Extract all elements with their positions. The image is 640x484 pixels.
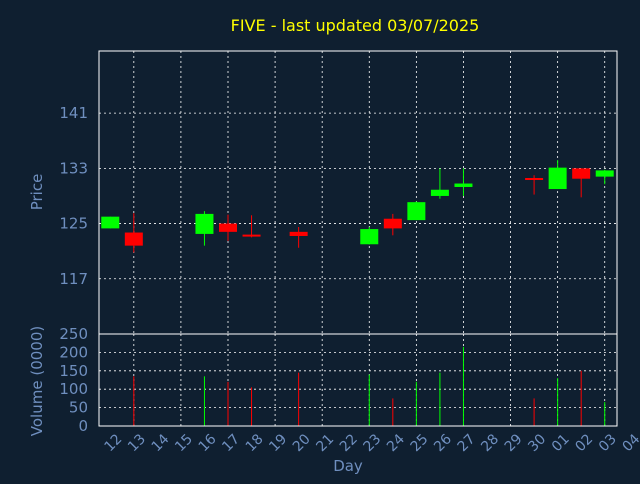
x-tick-label: 29 (502, 431, 526, 455)
x-tick-label: 26 (431, 431, 455, 455)
x-tick-label: 12 (101, 431, 125, 455)
x-tick-label: 15 (172, 431, 196, 455)
price-axis-label: Price (28, 174, 46, 211)
candle-body (242, 234, 261, 237)
volume-tick-label: 250 (59, 325, 88, 343)
price-grid (99, 51, 617, 334)
volume-tick-label: 0 (78, 417, 88, 435)
x-tick-label: 20 (290, 431, 314, 455)
candles (101, 160, 614, 253)
candle-body (525, 178, 544, 181)
candle-body (195, 213, 214, 234)
price-panel-border (98, 50, 618, 335)
chart-title: FIVE - last updated 03/07/2025 (231, 16, 480, 35)
price-tick-label: 125 (59, 215, 88, 233)
x-tick-label: 28 (478, 431, 502, 455)
candle-body (101, 216, 120, 229)
x-axis-label: Day (333, 457, 363, 475)
price-tick-labels: 117 125 133 141 (59, 104, 88, 288)
x-tick-label: 18 (243, 431, 267, 455)
x-tick-label: 27 (455, 431, 479, 455)
candle-body (124, 232, 143, 246)
x-tick-label: 24 (384, 431, 408, 455)
candle-body (595, 170, 614, 177)
candle-body (360, 229, 379, 245)
x-tick-label: 01 (549, 431, 573, 455)
candle-body (454, 183, 473, 187)
x-tick-label: 19 (266, 431, 290, 455)
x-tick-label: 25 (408, 431, 432, 455)
x-tick-label: 02 (572, 431, 596, 455)
volume-tick-label: 200 (59, 343, 88, 361)
x-tick-label: 16 (196, 431, 220, 455)
x-tick-label: 14 (149, 431, 173, 455)
candle-body (572, 168, 591, 179)
volume-axis-label: Volume (0000) (28, 326, 46, 436)
x-tick-label: 30 (525, 431, 549, 455)
candle-body (383, 218, 402, 229)
volume-tick-label: 50 (69, 399, 88, 417)
x-tick-label: 21 (313, 431, 337, 455)
price-tick-label: 133 (59, 159, 88, 177)
price-tick-label: 141 (59, 104, 88, 122)
candle-body (430, 189, 449, 196)
volume-tick-label: 100 (59, 380, 88, 398)
x-tick-labels: 12 13 14 15 16 17 18 19 20 21 22 23 24 25 26 27 28 29 30 01… (101, 431, 640, 455)
x-tick-label: 23 (360, 431, 384, 455)
x-tick-label: 17 (219, 431, 243, 455)
price-tick-label: 117 (59, 270, 88, 288)
candle-body (548, 167, 567, 190)
x-tick-label: 04 (619, 431, 640, 455)
candle-body (219, 223, 237, 232)
x-tick-label: 13 (125, 431, 149, 455)
candle-body (289, 231, 308, 236)
volume-bars (133, 346, 606, 426)
x-tick-label: 03 (596, 431, 620, 455)
x-tick-label: 22 (337, 431, 361, 455)
volume-panel-border (98, 333, 618, 427)
candle-body (407, 202, 426, 221)
volume-tick-label: 150 (59, 362, 88, 380)
volume-grid (99, 334, 617, 426)
